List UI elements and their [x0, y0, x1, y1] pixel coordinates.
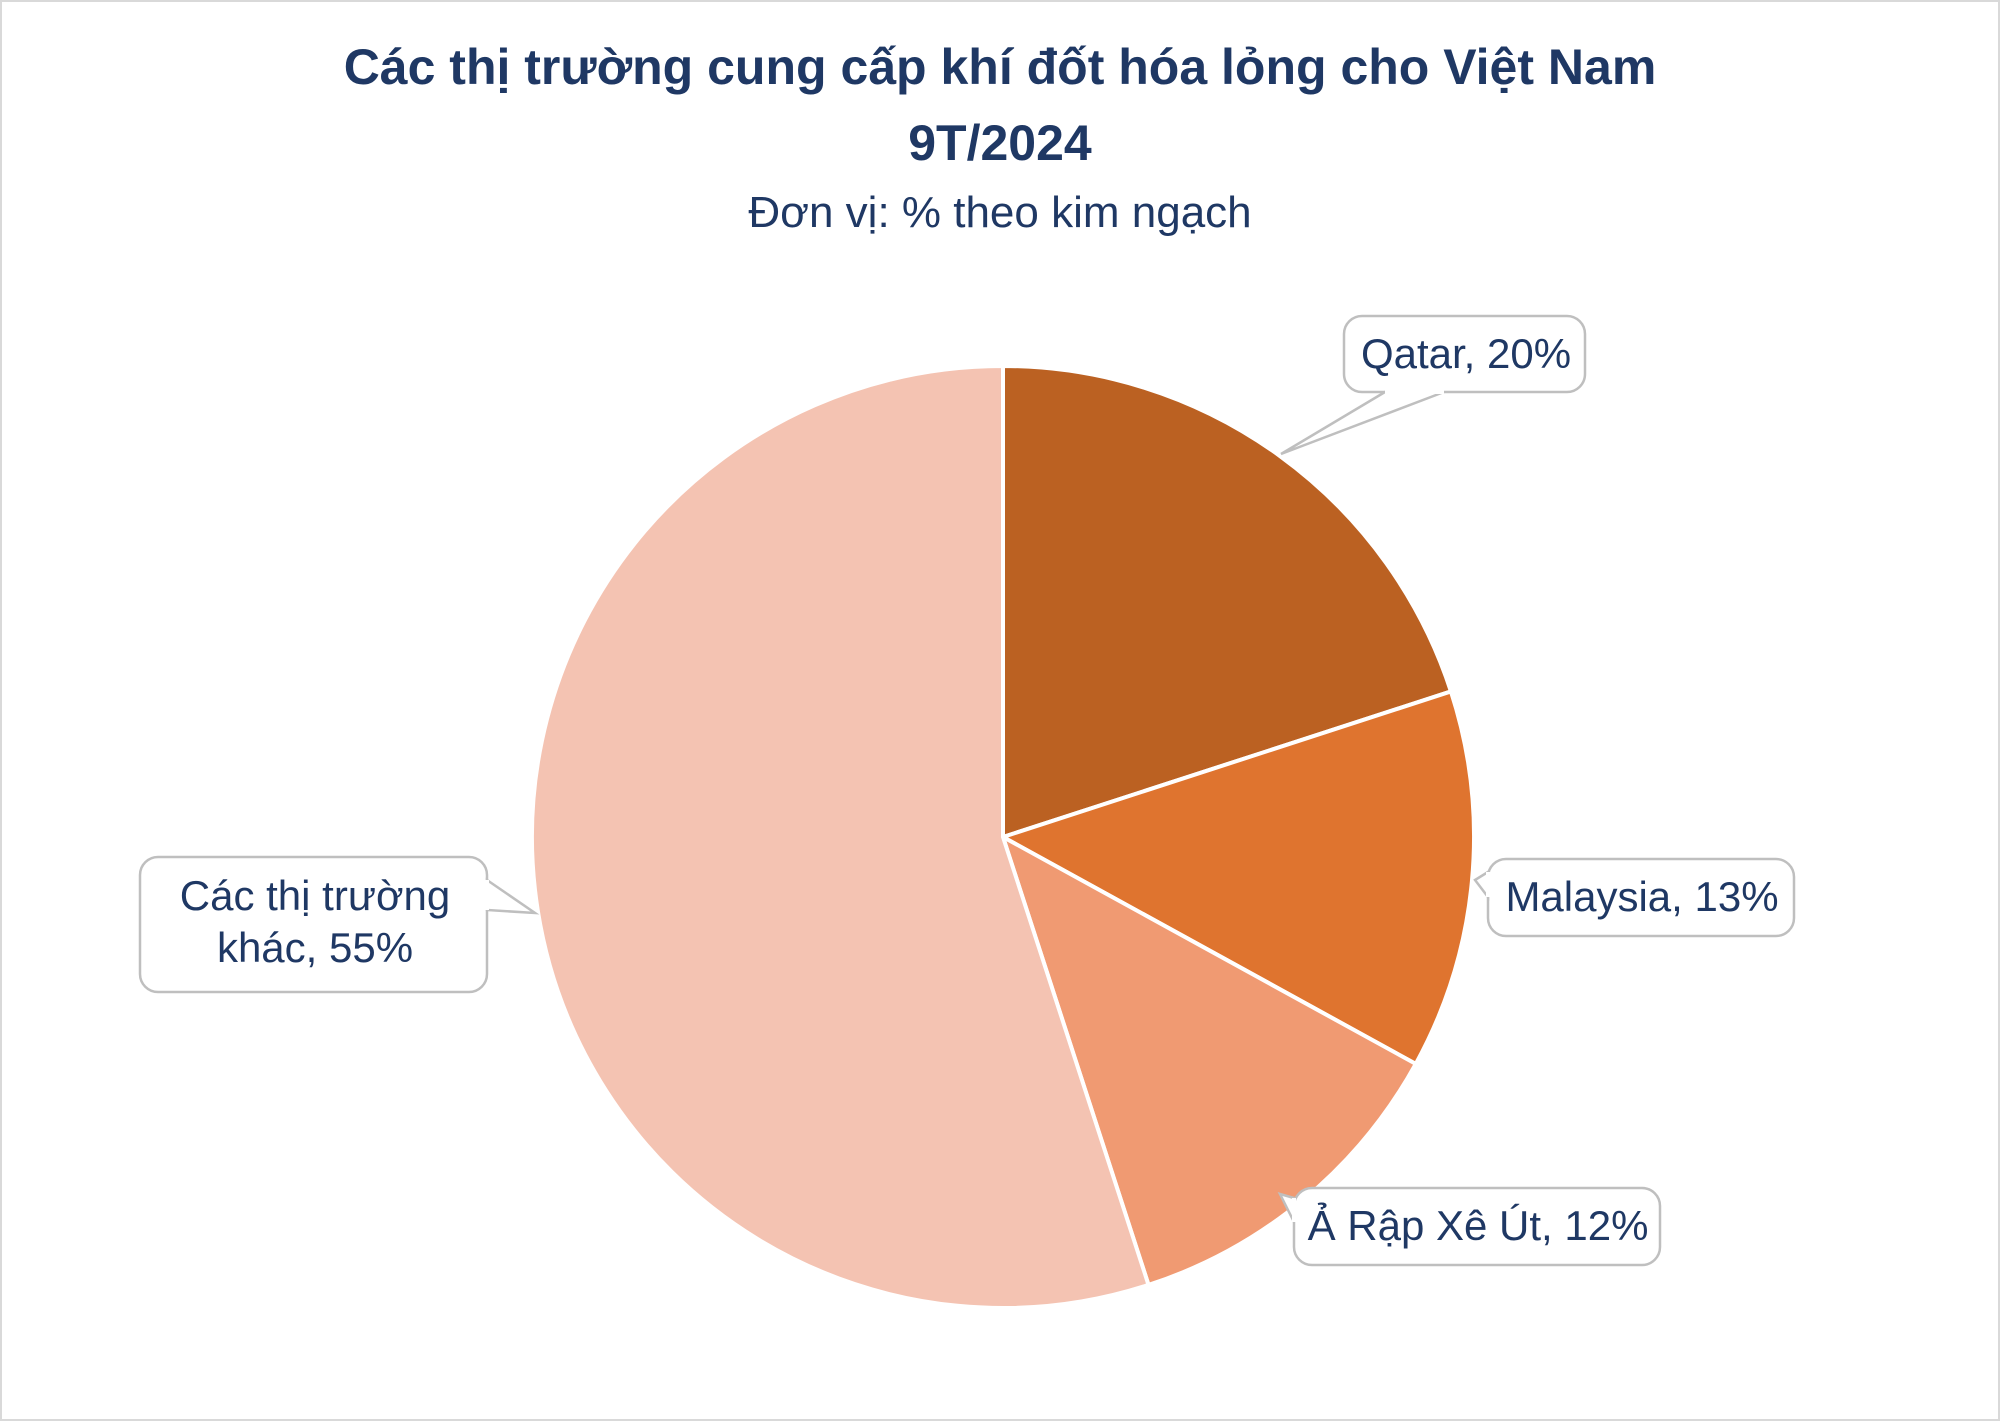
callout-box-qatar: [1342, 314, 1587, 394]
chart-title-period: 9T/2024: [908, 115, 1092, 171]
data-label-others-line1: Các thị trường: [179, 872, 451, 919]
data-label-others: Các thị trường khác, 55%: [142, 870, 488, 974]
chart-subtitle: Đơn vị: % theo kim ngạch: [748, 188, 1252, 237]
pie-slice-qatar: [1001, 363, 1454, 840]
data-label-qatar: Qatar, 20%: [1360, 330, 1572, 377]
callout-pointer-others: [485, 877, 540, 915]
callout-box-others: [138, 855, 489, 994]
callout-box-saudi-arabia: [1292, 1186, 1662, 1267]
pie-slice-others: [530, 363, 1152, 1310]
data-label-malaysia: Malaysia, 13%: [1505, 873, 1779, 920]
pie-slice-malaysia: [997, 688, 1476, 1067]
callout-pointer-qatar: [1280, 390, 1445, 456]
data-label-others-line2: khác, 55%: [216, 924, 414, 971]
chart-title: Các thị trường cung cấp khí đốt hóa lỏng…: [343, 39, 1657, 95]
data-label-saudi-arabia: Ả Rập Xê Út, 12%: [1307, 1202, 1649, 1249]
